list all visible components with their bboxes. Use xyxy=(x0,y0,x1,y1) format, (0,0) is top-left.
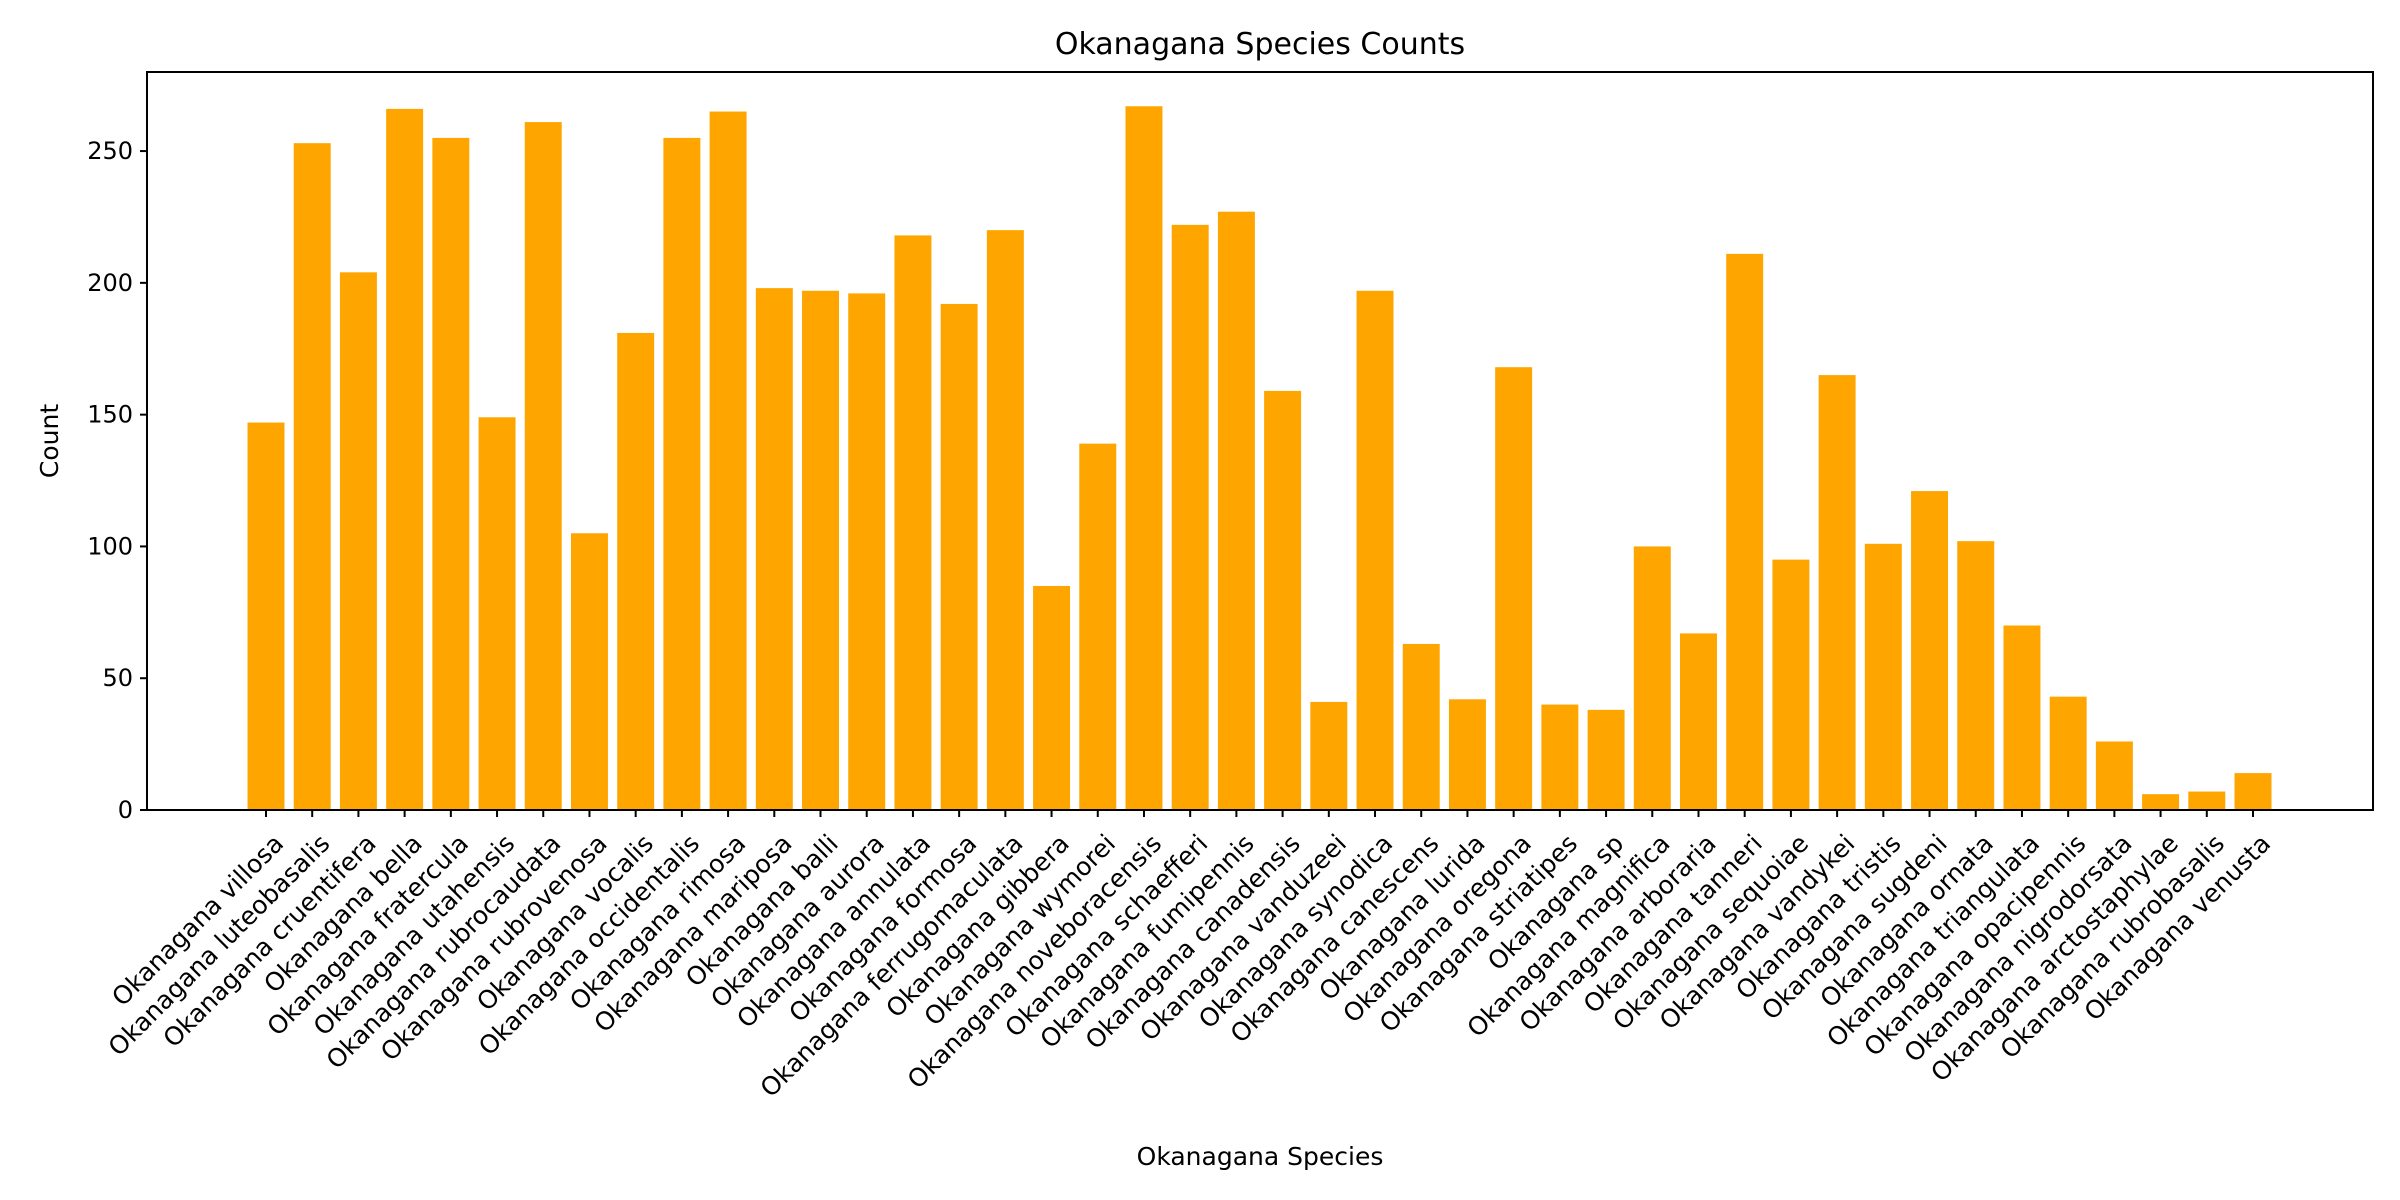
y-tick-label-5: 250 xyxy=(87,137,133,165)
bar-11 xyxy=(755,288,793,811)
bar-8 xyxy=(617,332,655,810)
bar-6 xyxy=(524,122,562,811)
bar-0 xyxy=(247,422,285,810)
bar-12 xyxy=(802,290,839,810)
bar-17 xyxy=(1033,585,1071,810)
bar-41 xyxy=(2142,794,2180,810)
bar-22 xyxy=(1264,390,1302,810)
bar-19 xyxy=(1125,106,1163,810)
x-axis-label: Okanagana Species xyxy=(1137,1142,1384,1171)
plot-frame xyxy=(146,71,2374,811)
bar-21 xyxy=(1217,211,1255,810)
bar-7 xyxy=(570,533,608,810)
chart-title: Okanagana Species Counts xyxy=(1055,27,1465,62)
bar-15 xyxy=(940,303,978,810)
bar-9 xyxy=(663,137,701,811)
bar-30 xyxy=(1633,546,1671,810)
bar-23 xyxy=(1310,701,1348,810)
bar-26 xyxy=(1448,699,1486,810)
bar-37 xyxy=(1957,541,1995,810)
bar-42 xyxy=(2188,791,2226,810)
y-tick-label-2: 100 xyxy=(87,532,133,560)
y-tick-label-1: 50 xyxy=(102,664,133,692)
bar-31 xyxy=(1680,633,1717,810)
bar-29 xyxy=(1587,709,1625,810)
bar-5 xyxy=(478,417,516,810)
bar-25 xyxy=(1402,643,1440,810)
y-tick-label-0: 0 xyxy=(118,796,133,824)
bar-10 xyxy=(709,111,747,811)
bar-18 xyxy=(1079,443,1117,810)
bar-40 xyxy=(2095,741,2133,810)
bar-38 xyxy=(2003,625,2041,810)
bar-36 xyxy=(1911,491,1949,810)
bar-1 xyxy=(293,143,331,810)
bar-4 xyxy=(432,137,470,811)
y-axis: 0 50 100 150 200 250 xyxy=(87,137,147,824)
y-tick-label-4: 200 xyxy=(87,269,133,297)
bar-35 xyxy=(1864,543,1902,810)
y-axis-label: Count xyxy=(35,404,64,478)
bar-32 xyxy=(1726,253,1764,811)
bar-27 xyxy=(1495,367,1533,810)
bar-43 xyxy=(2234,773,2272,810)
bar-3 xyxy=(386,108,424,810)
bar-13 xyxy=(848,293,886,810)
bar-24 xyxy=(1356,290,1394,810)
y-tick-label-3: 150 xyxy=(87,401,133,429)
bar-16 xyxy=(986,230,1024,811)
bar-14 xyxy=(894,235,932,810)
bar-28 xyxy=(1541,704,1579,810)
bars-group xyxy=(247,106,2272,811)
bar-39 xyxy=(2049,696,2087,810)
bar-34 xyxy=(1818,375,1856,810)
bar-20 xyxy=(1171,224,1209,810)
bar-33 xyxy=(1772,559,1810,810)
bar-2 xyxy=(339,272,377,810)
